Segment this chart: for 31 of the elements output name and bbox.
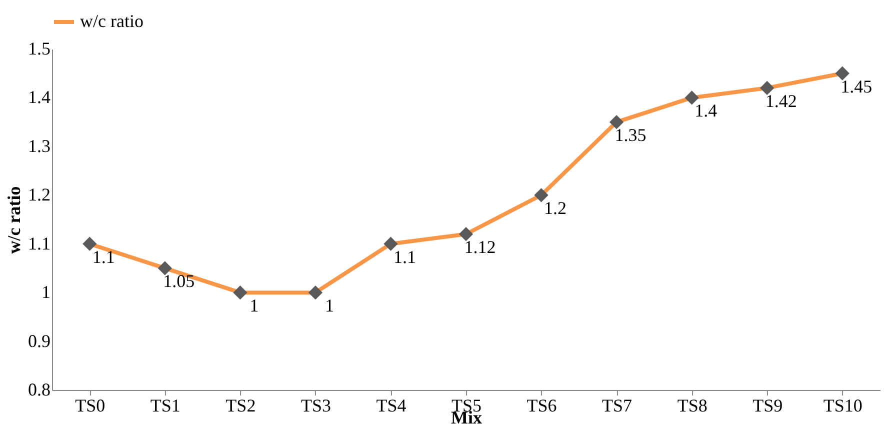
data-label: 1.2 [544, 198, 567, 218]
data-label: 1.05 [163, 271, 195, 292]
data-label: 1.12 [464, 237, 496, 258]
data-label: 1.4 [694, 100, 718, 121]
x-tick-label: TS9 [752, 396, 783, 416]
y-tick-label: 1 [42, 282, 50, 302]
y-tick-label: 0.8 [28, 380, 50, 400]
x-tick-label: TS2 [226, 396, 256, 416]
data-label: 1.42 [765, 90, 797, 111]
y-tick-label: 1.3 [28, 136, 50, 156]
x-tick-label: TS7 [602, 396, 632, 416]
x-tick-label: TS10 [823, 396, 862, 416]
y-tick-label: 1.2 [28, 184, 50, 205]
x-tick-label: TS3 [300, 396, 331, 416]
x-tick-label: TS6 [526, 396, 557, 416]
y-tick-label: 1.4 [28, 87, 50, 108]
y-tick-label: 0.9 [28, 330, 50, 351]
y-axis-title: w/c ratio [4, 186, 24, 254]
y-tick-label: 1.5 [28, 38, 50, 58]
y-tick-label: 1.1 [28, 233, 50, 254]
data-label: 1.45 [840, 76, 872, 96]
data-label: 1.35 [614, 125, 646, 146]
data-label: 1 [324, 296, 334, 316]
x-tick-label: TS8 [677, 396, 708, 416]
x-tick-label: TS4 [376, 396, 406, 416]
x-tick-label: TS0 [75, 396, 106, 416]
x-tick-label: TS1 [150, 396, 180, 416]
data-label: 1.1 [92, 246, 115, 267]
data-label: 1 [250, 296, 259, 316]
data-label: 1.1 [393, 246, 416, 267]
legend-label: w/c ratio [80, 11, 144, 31]
